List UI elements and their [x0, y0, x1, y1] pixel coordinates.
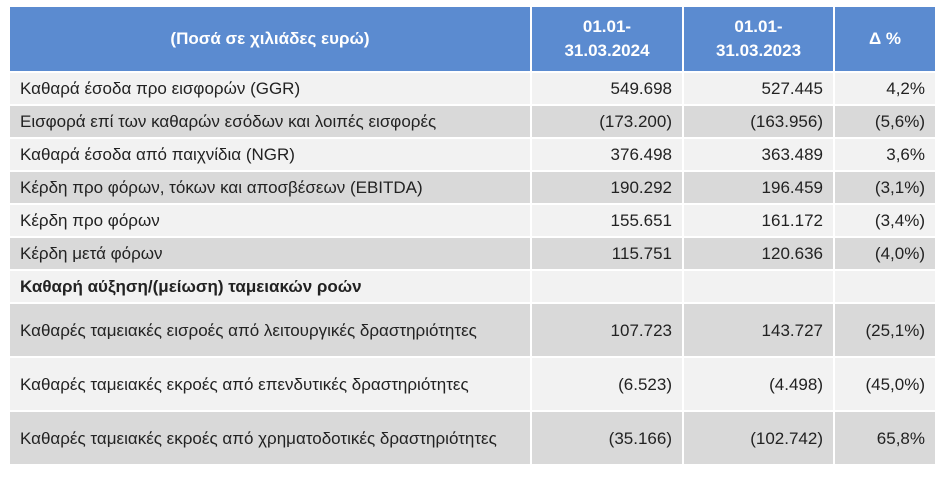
value-cell: 107.723 — [530, 302, 684, 358]
row-label: Κέρδη προ φόρων — [8, 203, 532, 238]
value-cell: 376.498 — [530, 137, 684, 172]
value-cell: (102.742) — [682, 410, 835, 466]
table-row: Καθαρά έσοδα από παιχνίδια (NGR) 376.498 3… — [8, 137, 937, 172]
row-label: Καθαρές ταμειακές εισροές από λειτουργικ… — [8, 302, 532, 358]
table-row: Καθαρές ταμειακές εκροές από χρηματοδοτι… — [8, 410, 937, 466]
value-cell: 155.651 — [530, 203, 684, 238]
value-cell: (3,4%) — [833, 203, 937, 238]
table-row: Κέρδη προ φόρων, τόκων και αποσβέσεων (E… — [8, 170, 937, 205]
value-cell: (4,0%) — [833, 236, 937, 271]
row-label: Καθαρές ταμειακές εκροές από επενδυτικές… — [8, 356, 532, 412]
value-cell: 115.751 — [530, 236, 684, 271]
header-row: (Ποσά σε χιλιάδες ευρώ) 01.01- 31.03.202… — [8, 5, 937, 73]
value-cell: (3,1%) — [833, 170, 937, 205]
results-table: (Ποσά σε χιλιάδες ευρώ) 01.01- 31.03.202… — [8, 5, 937, 466]
value-cell: 190.292 — [530, 170, 684, 205]
value-cell: 363.489 — [682, 137, 835, 172]
empty-cell — [682, 269, 835, 304]
value-cell: 4,2% — [833, 71, 937, 106]
table-row: Καθαρές ταμειακές εισροές από λειτουργικ… — [8, 302, 937, 358]
value-cell: (35.166) — [530, 410, 684, 466]
value-cell: 3,6% — [833, 137, 937, 172]
value-cell: (163.956) — [682, 104, 835, 139]
value-cell: 161.172 — [682, 203, 835, 238]
value-cell: 196.459 — [682, 170, 835, 205]
header-cell: 01.01- 31.03.2023 — [682, 5, 835, 73]
row-label: Κέρδη μετά φόρων — [8, 236, 532, 271]
header-cell: (Ποσά σε χιλιάδες ευρώ) — [8, 5, 532, 73]
table-row: Κέρδη μετά φόρων 115.751 120.636 (4,0%) — [8, 236, 937, 271]
table-body: Καθαρά έσοδα προ εισφορών (GGR) 549.698 52… — [8, 71, 937, 466]
row-label: Καθαρή αύξηση/(μείωση) ταμειακών ροών — [8, 269, 532, 304]
value-cell: (25,1%) — [833, 302, 937, 358]
empty-cell — [833, 269, 937, 304]
value-cell: (45,0%) — [833, 356, 937, 412]
table-row: Εισφορά επί των καθαρών εσόδων και λοιπέ… — [8, 104, 937, 139]
value-cell: 120.636 — [682, 236, 835, 271]
row-label: Καθαρά έσοδα από παιχνίδια (NGR) — [8, 137, 532, 172]
row-label: Καθαρές ταμειακές εκροές από χρηματοδοτι… — [8, 410, 532, 466]
header-cell: Δ % — [833, 5, 937, 73]
value-cell: (4.498) — [682, 356, 835, 412]
header-cell: 01.01- 31.03.2024 — [530, 5, 684, 73]
empty-cell — [530, 269, 684, 304]
value-cell: (6.523) — [530, 356, 684, 412]
value-cell: 527.445 — [682, 71, 835, 106]
table-row: Καθαρές ταμειακές εκροές από επενδυτικές… — [8, 356, 937, 412]
row-label: Κέρδη προ φόρων, τόκων και αποσβέσεων (E… — [8, 170, 532, 205]
table-row: Καθαρή αύξηση/(μείωση) ταμειακών ροών — [8, 269, 937, 304]
value-cell: 65,8% — [833, 410, 937, 466]
value-cell: (173.200) — [530, 104, 684, 139]
table-row: Κέρδη προ φόρων 155.651 161.172 (3,4%) — [8, 203, 937, 238]
value-cell: (5,6%) — [833, 104, 937, 139]
row-label: Εισφορά επί των καθαρών εσόδων και λοιπέ… — [8, 104, 532, 139]
value-cell: 549.698 — [530, 71, 684, 106]
row-label: Καθαρά έσοδα προ εισφορών (GGR) — [8, 71, 532, 106]
table-row: Καθαρά έσοδα προ εισφορών (GGR) 549.698 52… — [8, 71, 937, 106]
value-cell: 143.727 — [682, 302, 835, 358]
